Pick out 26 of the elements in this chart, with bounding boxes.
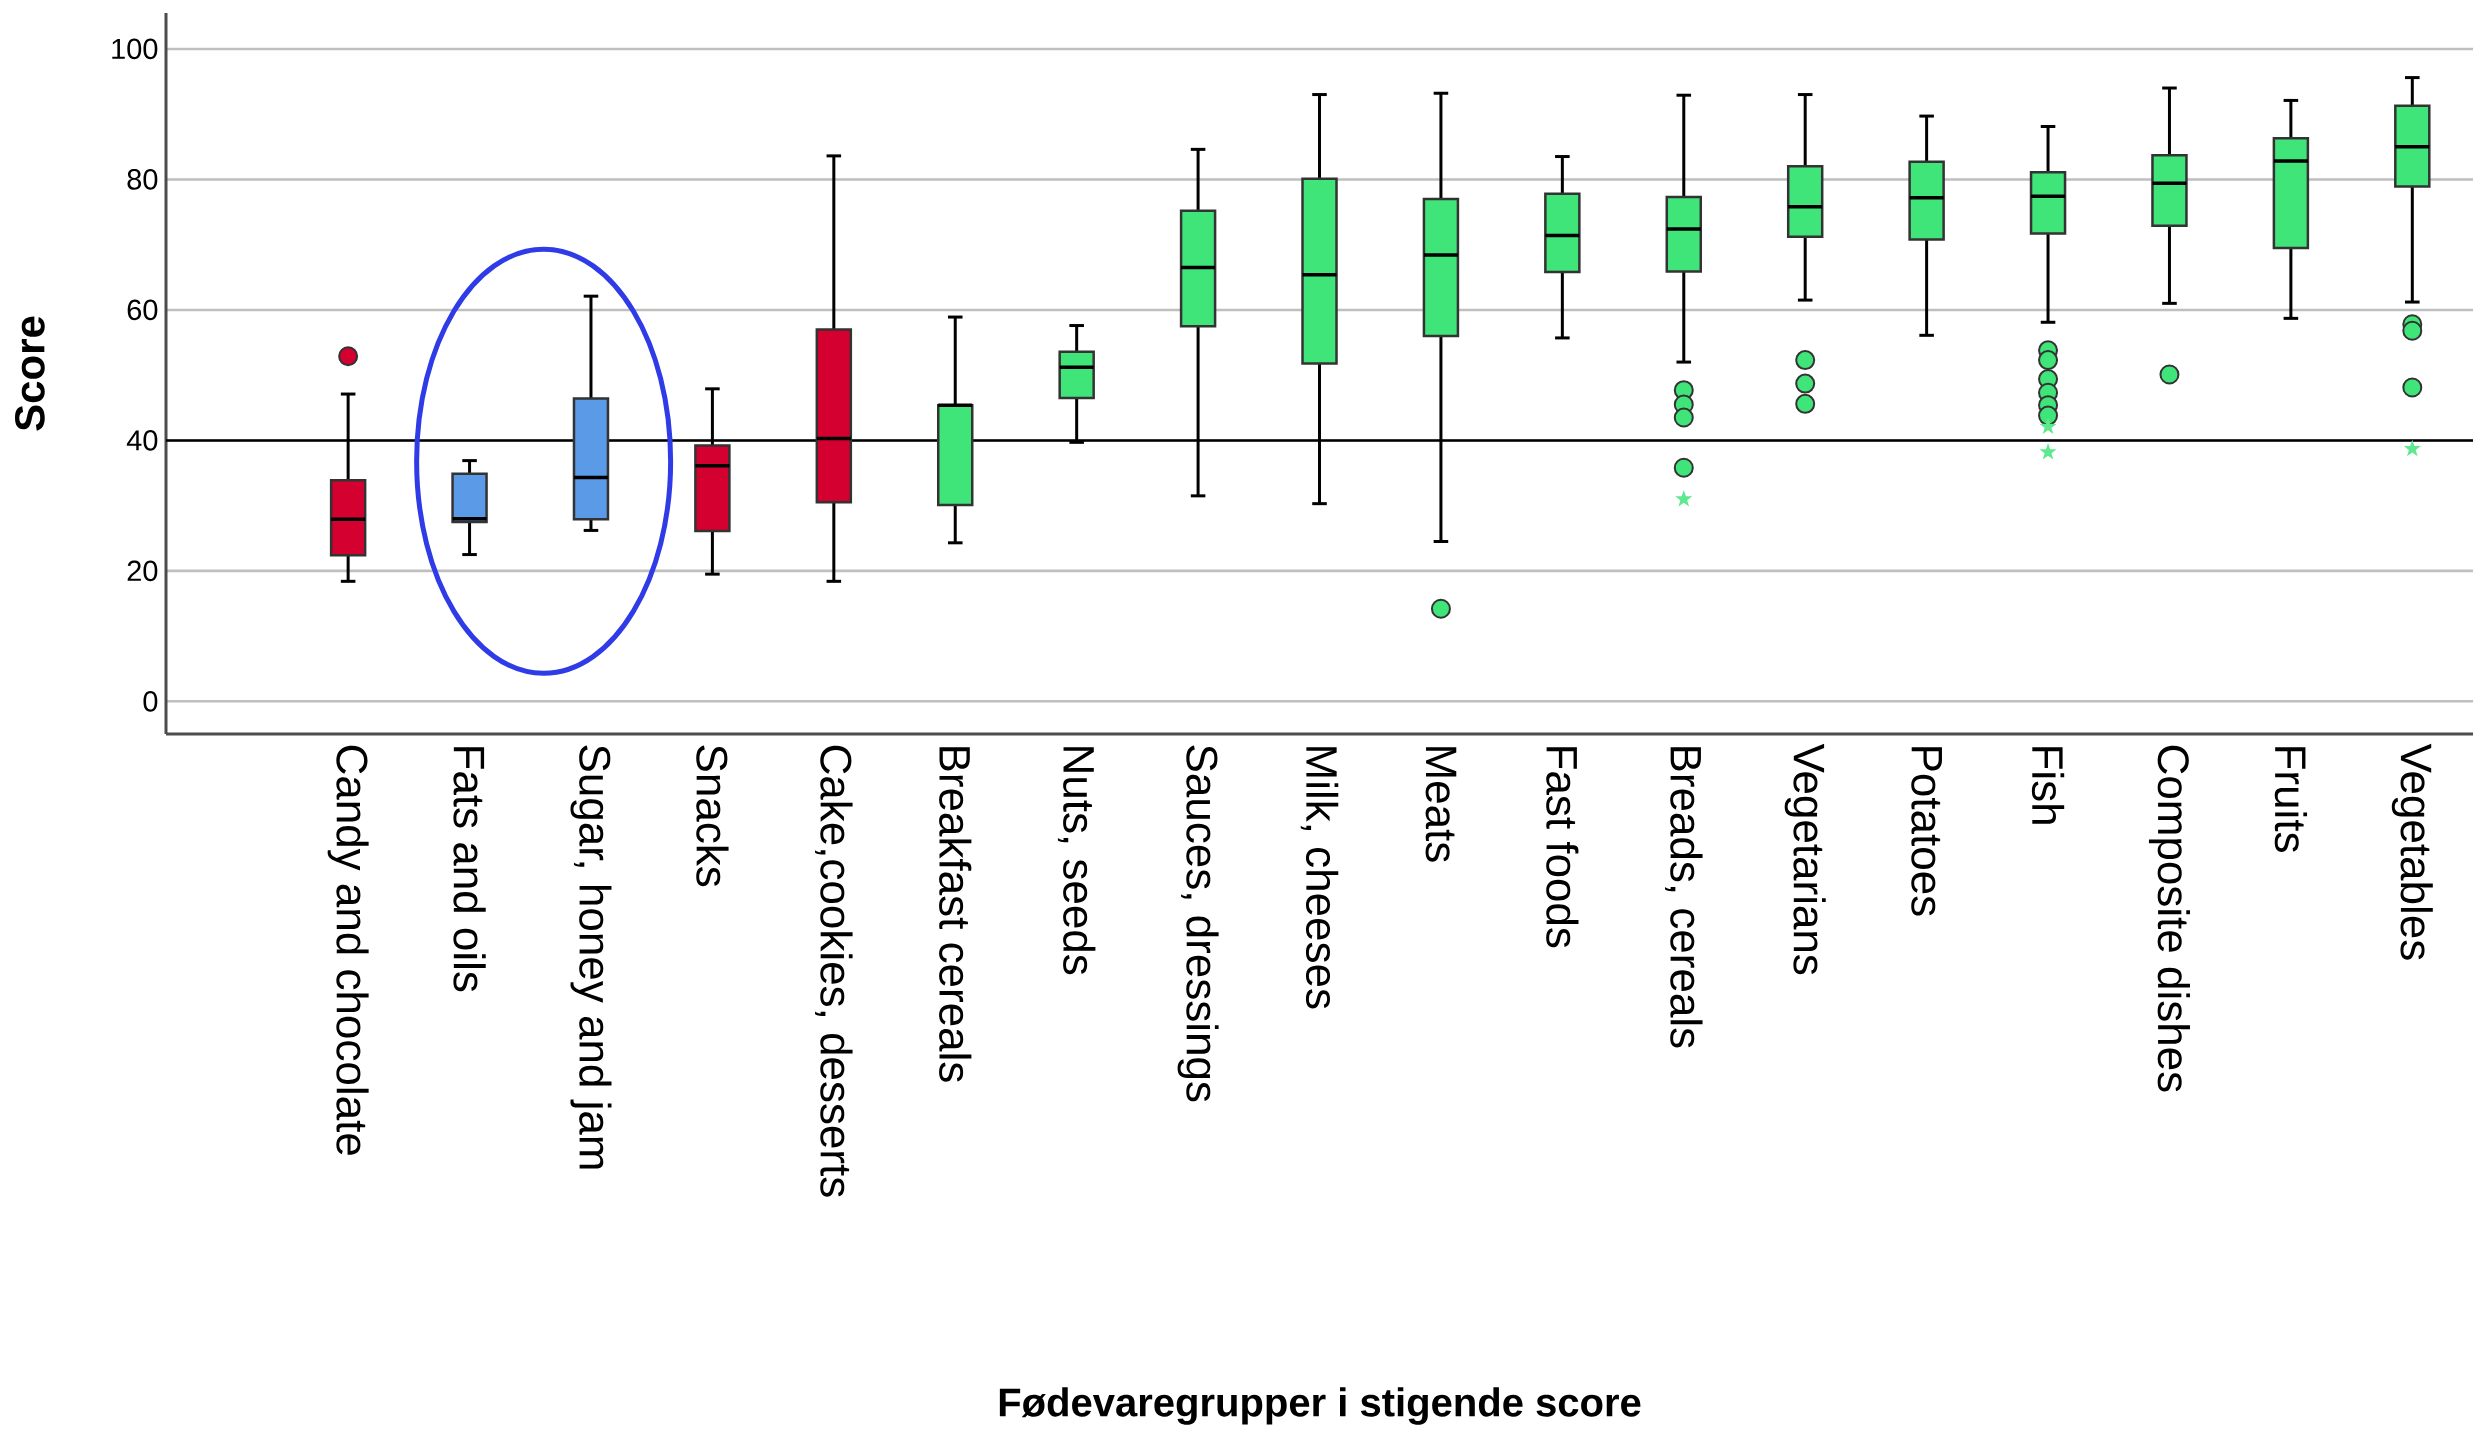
x-tick-label: Vegetables xyxy=(2391,743,2433,960)
y-tick-label: 80 xyxy=(127,169,158,190)
x-tick-label: Milk, cheeses xyxy=(1300,747,1339,1009)
x-tick-label: Potatoes xyxy=(1911,747,1942,916)
x-tick-label: Vegetarians xyxy=(1784,743,1826,975)
y-tick-label: 40 xyxy=(126,430,158,451)
x-tick-label: Fruits xyxy=(2274,747,2308,852)
x-tick-label: Meats xyxy=(1425,747,1457,862)
x-axis-title: Fødevaregrupper i stigende score xyxy=(999,1387,1641,1425)
x-tick-label: Cake,cookies, desserts xyxy=(815,745,853,1197)
x-tick-label: Sugar, honey and jam xyxy=(570,745,612,1169)
y-tick-label: 0 xyxy=(143,691,158,712)
y-axis-title: Score xyxy=(15,316,45,431)
x-tick-label: Nuts, seeds xyxy=(1057,747,1096,975)
x-tick-label: Sauces, dressings xyxy=(1177,745,1219,1102)
y-tick-label: 60 xyxy=(127,299,158,321)
x-tick-label: Fast foods xyxy=(1546,747,1579,948)
x-tick-label: Composite dishes xyxy=(2148,745,2190,1092)
x-tick-label: Breakfast cereals xyxy=(939,747,972,1082)
y-tick-label: 20 xyxy=(127,560,158,582)
x-tick-label: Candy and chocolate xyxy=(327,745,369,1155)
x-tick-label: Fats and oils xyxy=(453,747,486,992)
y-tick-label: 100 xyxy=(112,38,158,60)
x-tick-label: Breads, cereals xyxy=(1665,747,1703,1048)
x-tick-label: Snacks xyxy=(696,745,729,887)
x-tick-label: Fish xyxy=(2031,747,2065,824)
